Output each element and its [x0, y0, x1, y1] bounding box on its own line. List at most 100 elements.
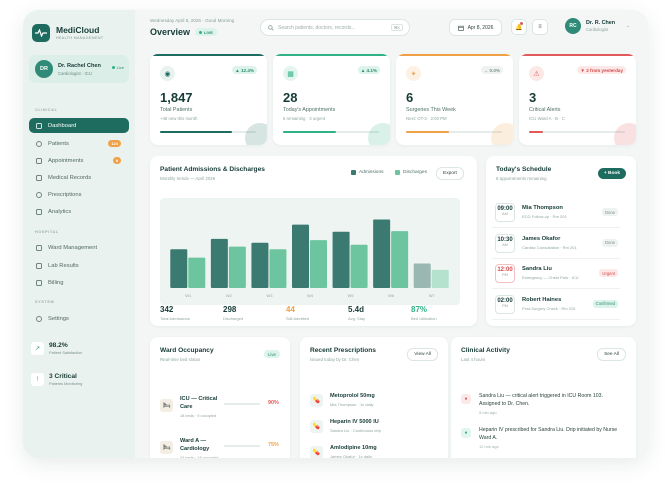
sidebar-item-label: Medical Records: [48, 174, 92, 181]
sidebar-item-prescriptions[interactable]: Prescriptions: [29, 187, 129, 202]
bar-admissions[interactable]: [210, 238, 228, 288]
sidebar-item-label: Analytics: [48, 208, 72, 215]
bar-admissions[interactable]: [292, 224, 309, 288]
date-picker-button[interactable]: Apr 8, 2026: [449, 19, 502, 36]
kpi-label: Critical Alerts: [529, 107, 561, 113]
sidebar-item-dashboard[interactable]: Dashboard: [29, 118, 129, 133]
grid-icon: [36, 122, 42, 129]
bar-admissions[interactable]: [413, 263, 431, 288]
kpi-label: Total Patients: [160, 107, 193, 113]
activity-title: Clinical Activity: [461, 347, 510, 354]
view-all-button[interactable]: View All: [407, 348, 438, 361]
sidebar-item-ward-management[interactable]: Ward Management: [29, 240, 129, 255]
bed-icon: 🛏: [160, 399, 173, 412]
sidebar-item-lab-results[interactable]: Lab Results: [29, 258, 129, 273]
see-all-button[interactable]: See All: [597, 348, 626, 361]
brand[interactable]: MediCloud HEALTH MANAGEMENT: [32, 24, 103, 42]
kpi-label: Today's Appointments: [283, 107, 336, 113]
schedule-time: 12:00 PM: [495, 264, 515, 283]
bar-admissions[interactable]: [251, 242, 269, 288]
sidebar-item-medical-records[interactable]: Medical Records: [29, 170, 129, 185]
bar-admissions[interactable]: [170, 249, 188, 288]
schedule-row[interactable]: 09:00 AM Mia Thompson ECG Follow-up · Rm …: [492, 198, 620, 228]
bar-discharges[interactable]: [350, 244, 368, 288]
kpi-accent-bar: [396, 54, 513, 56]
bar-admissions[interactable]: [332, 231, 350, 288]
user-card[interactable]: DR Dr. Rachel Chen Cardiologist · ICU Li…: [29, 55, 129, 83]
sidebar-item-label: Ward Management: [48, 244, 98, 251]
appointment-desc: Emergency — Chest Pain · ICU: [522, 275, 579, 280]
notifications-button[interactable]: 🔔: [511, 19, 527, 35]
summary-label: Still Admitted: [286, 316, 310, 321]
star-icon: ✦: [406, 66, 421, 81]
stat-value: 3 Critical: [49, 373, 77, 380]
ward-row[interactable]: 🛏 ICU — Critical Care 18 beds · 9 occupi…: [160, 393, 280, 427]
page-title: Overview LIVE: [150, 27, 217, 37]
kpi-card[interactable]: ⚠ ▼ 2 from yesterday 3 Critical Alerts I…: [519, 54, 636, 145]
live-badge: LIVE: [195, 28, 217, 36]
user-status-badge: Live: [111, 65, 124, 70]
export-button[interactable]: Export: [436, 167, 464, 180]
ward-row[interactable]: 🛏 Ward A — Cardiology 24 beds · 18 occup…: [160, 435, 280, 458]
kpi-trend-badge: → 0.0%: [480, 66, 503, 74]
schedule-row[interactable]: 12:00 PM Sandra Liu Emergency — Chest Pai…: [492, 259, 620, 289]
pill-icon: [36, 191, 42, 198]
legend-swatch: [351, 170, 356, 175]
header-user-menu[interactable]: RC Dr. R. Chen Cardiologist ⌄: [565, 18, 630, 34]
patient-name: James Okafor: [522, 235, 561, 242]
summary-value: 298: [223, 305, 237, 314]
sidebar-item-billing[interactable]: Billing: [29, 275, 129, 290]
header-user-name: Dr. R. Chen: [586, 20, 616, 26]
sidebar-item-patients[interactable]: Patients 124: [29, 136, 129, 151]
user-icon: [36, 140, 42, 147]
schedule-card: Today's Schedule 8 appointments remainin…: [486, 156, 636, 326]
ward-progress: [224, 403, 260, 405]
kpi-value: 28: [283, 90, 298, 105]
kpi-card[interactable]: ✦ → 0.0% 6 Surgeries This Week Next: OT-…: [396, 54, 513, 145]
kpi-card[interactable]: ▦ ▲ 4.1% 28 Today's Appointments 6 remai…: [273, 54, 390, 145]
page-title-text: Overview: [150, 27, 191, 37]
messages-button[interactable]: ≡: [532, 19, 548, 35]
summary-value: 44: [286, 305, 295, 314]
critical-stat: ! 3 Critical Patients Monitoring: [31, 373, 127, 386]
avatar: DR: [35, 60, 53, 78]
pill-icon: 💊: [310, 446, 323, 458]
ward-percent: 75%: [268, 442, 279, 448]
bar-discharges[interactable]: [391, 231, 409, 288]
bar-discharges[interactable]: [269, 249, 287, 288]
kpi-decoration: [614, 123, 636, 145]
search-input[interactable]: Search patients, doctors, records... ⌘K: [260, 19, 410, 36]
schedule-row[interactable]: 10:30 AM James Okafor Cardiac Consultatio…: [492, 229, 620, 259]
sidebar-item-settings[interactable]: Settings: [29, 311, 129, 326]
kpi-value: 3: [529, 90, 537, 105]
ward-subtitle: Real-time bed status: [160, 357, 201, 362]
schedule-row[interactable]: 02:00 PM Robert Haines Post-Surgery Check…: [492, 290, 620, 320]
bar-discharges[interactable]: [228, 246, 246, 288]
patients-count-badge: 124: [108, 139, 121, 147]
kpi-value: 6: [406, 90, 414, 105]
activity-card: Clinical Activity Last 4 hours See All ●…: [451, 337, 636, 458]
summary-stat: 44 Still Admitted: [286, 305, 309, 321]
sidebar-item-appointments[interactable]: Appointments 8: [29, 153, 129, 168]
bar-discharges[interactable]: [310, 240, 327, 288]
bar-discharges[interactable]: [431, 269, 449, 288]
schedule-time: 02:00 PM: [495, 294, 515, 314]
kpi-card[interactable]: ◉ ▲ 12.4% 1,847 Total Patients +48 new t…: [150, 54, 267, 145]
header-user-role: Cardiologist: [586, 27, 609, 32]
activity-time: 5 min ago: [479, 410, 497, 415]
sidebar-item-analytics[interactable]: Analytics: [29, 204, 129, 219]
appointments-count-badge: 8: [112, 156, 121, 164]
prescription-row[interactable]: 💊 Heparin IV 5000 IU Sandra Liu · Contin…: [310, 415, 440, 442]
drug-name: Heparin IV 5000 IU: [330, 419, 379, 425]
app-window: MediCloud HEALTH MANAGEMENT DR Dr. Rache…: [23, 10, 648, 458]
bar-admissions[interactable]: [373, 219, 391, 288]
alert-triangle-icon: ⚠: [529, 66, 544, 81]
prescription-row[interactable]: 💊 Amlodipine 10mg James Okafor · 1x dail…: [310, 441, 440, 458]
bar-discharges[interactable]: [188, 257, 206, 288]
ward-live-badge: Live: [263, 350, 280, 358]
x-tick-label: W6: [388, 293, 395, 298]
sidebar-item-label: Dashboard: [48, 122, 77, 129]
book-button[interactable]: + Book: [597, 168, 626, 179]
prescription-row[interactable]: 💊 Metoprolol 50mg Mia Thompson · 1x dail…: [310, 389, 440, 416]
pill-icon: ●: [461, 428, 471, 438]
